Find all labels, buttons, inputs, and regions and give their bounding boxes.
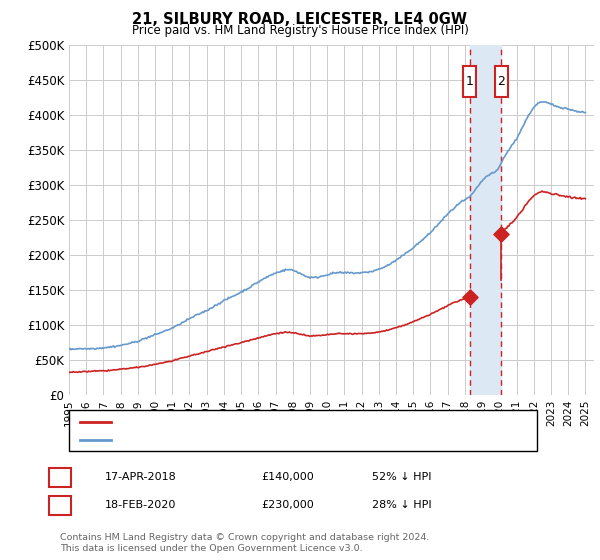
Text: Price paid vs. HM Land Registry's House Price Index (HPI): Price paid vs. HM Land Registry's House … [131, 24, 469, 37]
Bar [463, 66, 476, 97]
Point [465, 292, 475, 301]
Text: Contains HM Land Registry data © Crown copyright and database right 2024.
This d: Contains HM Land Registry data © Crown c… [60, 533, 430, 553]
Text: 21, SILBURY ROAD, LEICESTER, LE4 0GW: 21, SILBURY ROAD, LEICESTER, LE4 0GW [133, 12, 467, 27]
Text: 28% ↓ HPI: 28% ↓ HPI [372, 500, 431, 510]
Text: 52% ↓ HPI: 52% ↓ HPI [372, 472, 431, 482]
Text: £230,000: £230,000 [261, 500, 314, 510]
Text: 1: 1 [56, 472, 64, 482]
Text: 2: 2 [56, 500, 64, 510]
Point [497, 230, 506, 239]
Text: 2: 2 [497, 74, 505, 88]
Bar [470, 45, 502, 395]
Text: £140,000: £140,000 [261, 472, 314, 482]
Text: 17-APR-2018: 17-APR-2018 [105, 472, 177, 482]
Text: HPI: Average price, detached house, Leicester: HPI: Average price, detached house, Leic… [117, 435, 369, 445]
Text: 1: 1 [466, 74, 474, 88]
Text: 21, SILBURY ROAD, LEICESTER, LE4 0GW (detached house): 21, SILBURY ROAD, LEICESTER, LE4 0GW (de… [117, 417, 440, 427]
Bar [495, 66, 508, 97]
Text: 18-FEB-2020: 18-FEB-2020 [105, 500, 176, 510]
